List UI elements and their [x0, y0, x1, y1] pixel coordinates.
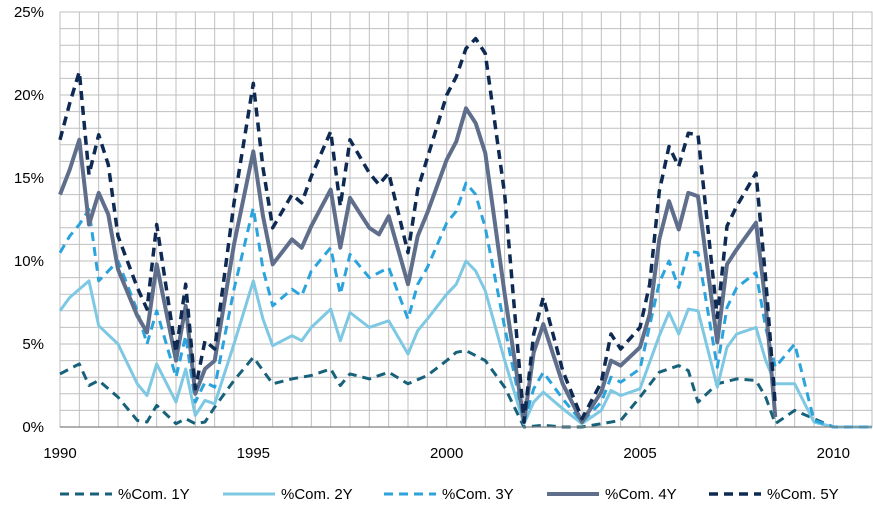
legend-label-1: %Com. 1Y [118, 486, 190, 503]
y-tick-label: 5% [22, 336, 44, 353]
x-tick-label: 2010 [817, 445, 850, 462]
legend: %Com. 1Y %Com. 2Y %Com. 3Y %Com. 4Y %Com. 5Y [60, 486, 839, 503]
y-tick-label: 10% [14, 253, 44, 270]
grid [59, 11, 873, 428]
x-tick-label: 2000 [430, 445, 463, 462]
y-tick-labels: 0% 5% 10% 15% 20% 25% [14, 4, 44, 436]
x-tick-label: 1995 [237, 445, 270, 462]
series-line-3 [58, 181, 872, 429]
legend-label-5: %Com. 5Y [767, 486, 839, 503]
x-tick-labels: 1990 1995 2000 2005 2010 [43, 445, 850, 462]
y-tick-label: 25% [14, 4, 44, 21]
series-line-5 [58, 36, 778, 424]
series-layer [58, 36, 872, 429]
legend-label-4: %Com. 4Y [605, 486, 677, 503]
series-line-4 [58, 106, 778, 424]
y-tick-label: 15% [14, 170, 44, 187]
legend-label-3: %Com. 3Y [442, 486, 514, 503]
x-tick-label: 1990 [43, 445, 76, 462]
y-tick-label: 20% [14, 87, 44, 104]
legend-label-2: %Com. 2Y [281, 486, 353, 503]
y-tick-label: 0% [22, 419, 44, 436]
series-line-1 [59, 349, 872, 429]
x-tick-label: 2005 [623, 445, 656, 462]
series-line-2 [58, 259, 872, 429]
